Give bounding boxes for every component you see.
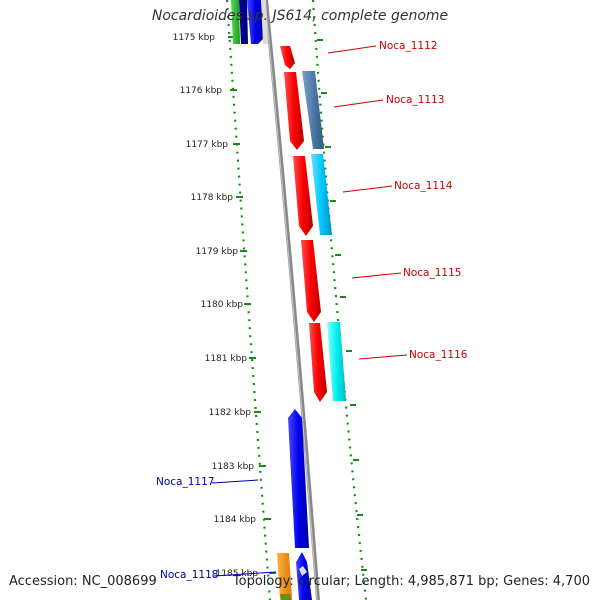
ruler-label: 1179 kbp — [196, 247, 239, 257]
gene-feature-noca-1113-pair[interactable] — [302, 71, 324, 149]
leader-line-noca-1113 — [333, 99, 384, 108]
gene-feature-noca-1113[interactable] — [284, 72, 304, 150]
ruler-labels: 1175 kbp 1176 kbp 1177 kbp 1178 kbp 1179… — [173, 33, 259, 579]
leader-line-noca-1118 — [213, 571, 277, 577]
ruler-label: 1175 kbp — [173, 33, 216, 43]
accession-text: Accession: NC_008699 — [9, 574, 157, 589]
genome-backbone — [264, 0, 320, 600]
ruler-tick-marks — [228, 36, 367, 574]
gene-feature-olive[interactable] — [280, 594, 291, 600]
gene-feature-blue-top[interactable] — [247, 0, 264, 44]
gene-label-noca-1117[interactable]: Noca_1117 — [156, 476, 214, 488]
leader-line-noca-1114 — [342, 185, 393, 193]
gene-feature-noca-1115[interactable] — [301, 240, 321, 322]
gene-label-noca-1112[interactable]: Noca_1112 — [379, 40, 437, 52]
gene-feature-noca-1114-pair[interactable] — [311, 154, 332, 235]
gene-feature-noca-1116-pair[interactable] — [327, 322, 346, 401]
leader-line-noca-1116 — [358, 354, 408, 360]
genome-summary-text: Topology: circular; Length: 4,985,871 bp… — [232, 574, 590, 589]
ruler-label: 1183 kbp — [212, 462, 255, 472]
map-title: Nocardioides sp. JS614, complete genome — [151, 8, 449, 24]
gene-labels: Noca_1112 Noca_1113 Noca_1114 Noca_1115 … — [156, 40, 468, 581]
leader-line-noca-1117 — [211, 479, 259, 484]
ruler-label: 1180 kbp — [201, 300, 244, 310]
ruler-label: 1177 kbp — [186, 140, 229, 150]
ruler-label: 1185 kbp — [216, 569, 259, 579]
ruler-label: 1181 kbp — [205, 354, 248, 364]
gene-feature-grey-top[interactable] — [261, 0, 268, 44]
label-leaders — [211, 45, 408, 577]
gene-feature-noca-1112[interactable] — [280, 46, 295, 69]
gene-feature-noca-1117[interactable] — [288, 409, 309, 548]
ruler-label: 1184 kbp — [214, 515, 257, 525]
gene-label-noca-1114[interactable]: Noca_1114 — [394, 180, 453, 192]
gene-label-noca-1113[interactable]: Noca_1113 — [386, 94, 444, 106]
ruler-outer-dotted-arc — [311, 0, 368, 600]
gene-feature-noca-1118-orange[interactable] — [277, 553, 292, 600]
gene-feature-navy[interactable] — [239, 0, 248, 44]
leader-line-noca-1112 — [327, 45, 377, 54]
ruler-label: 1178 kbp — [191, 193, 234, 203]
ruler-label: 1176 kbp — [180, 86, 223, 96]
ruler-label: 1182 kbp — [209, 408, 252, 418]
genome-backbone-highlight — [264, 0, 318, 600]
gene-label-noca-1118[interactable]: Noca_1118 — [160, 569, 218, 581]
gene-label-noca-1115[interactable]: Noca_1115 — [403, 267, 461, 279]
gene-feature-noca-1118[interactable] — [296, 552, 312, 600]
leader-line-noca-1115 — [351, 272, 402, 279]
gene-feature-noca-1114[interactable] — [293, 156, 313, 236]
gene-feature-noca-1116[interactable] — [309, 323, 327, 402]
gene-feature-noca-1118-mark — [299, 566, 307, 576]
gene-feature-green[interactable] — [231, 0, 240, 44]
gene-label-noca-1116[interactable]: Noca_1116 — [409, 349, 468, 361]
